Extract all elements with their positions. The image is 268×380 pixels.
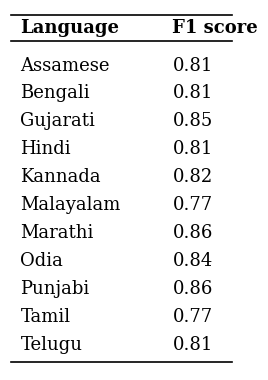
Text: Marathi: Marathi — [20, 224, 94, 242]
Text: Bengali: Bengali — [20, 84, 90, 103]
Text: 0.81: 0.81 — [173, 336, 213, 354]
Text: F1 score: F1 score — [173, 19, 258, 37]
Text: Language: Language — [20, 19, 120, 37]
Text: 0.85: 0.85 — [173, 112, 213, 130]
Text: Tamil: Tamil — [20, 308, 70, 326]
Text: 0.86: 0.86 — [173, 280, 213, 298]
Text: Malayalam: Malayalam — [20, 196, 121, 214]
Text: Gujarati: Gujarati — [20, 112, 95, 130]
Text: 0.77: 0.77 — [173, 308, 213, 326]
Text: Kannada: Kannada — [20, 168, 101, 186]
Text: Punjabi: Punjabi — [20, 280, 90, 298]
Text: Hindi: Hindi — [20, 140, 71, 158]
Text: 0.84: 0.84 — [173, 252, 213, 270]
Text: 0.82: 0.82 — [173, 168, 213, 186]
Text: 0.81: 0.81 — [173, 57, 213, 74]
Text: 0.81: 0.81 — [173, 84, 213, 103]
Text: 0.86: 0.86 — [173, 224, 213, 242]
Text: Telugu: Telugu — [20, 336, 82, 354]
Text: 0.77: 0.77 — [173, 196, 213, 214]
Text: 0.81: 0.81 — [173, 140, 213, 158]
Text: Odia: Odia — [20, 252, 63, 270]
Text: Assamese: Assamese — [20, 57, 110, 74]
